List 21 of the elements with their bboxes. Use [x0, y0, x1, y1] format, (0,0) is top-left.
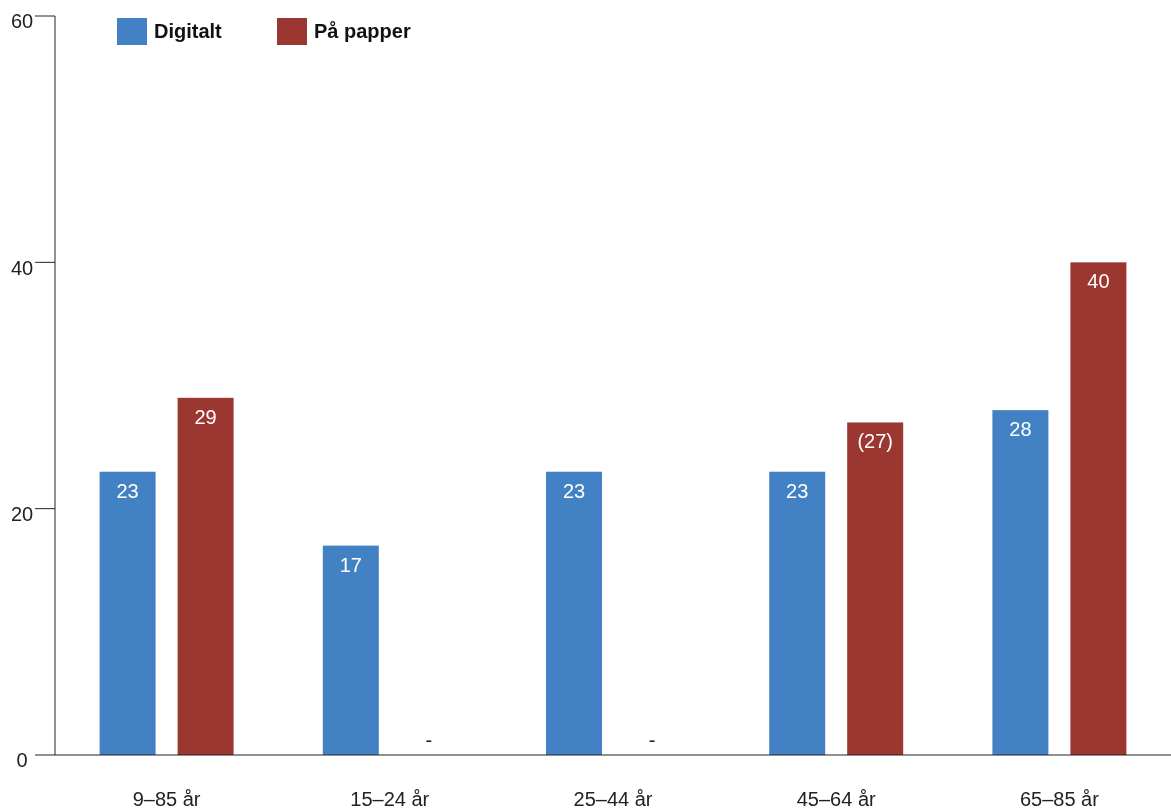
y-tick-label: 20 — [10, 502, 34, 525]
data-label: 23 — [786, 479, 809, 502]
x-tick-label: 15–24 år — [350, 788, 430, 810]
legend-label: På papper — [314, 20, 411, 42]
x-tick-label: 25–44 år — [573, 788, 653, 810]
data-label: 29 — [194, 405, 217, 428]
text: - — [425, 729, 433, 751]
data-label: 40 — [1087, 270, 1110, 293]
text: - — [648, 729, 656, 751]
x-tick-label: 45–64 år — [796, 788, 877, 810]
legend-label: Digitalt — [154, 20, 223, 42]
data-label: 28 — [1009, 418, 1032, 441]
y-tick-label: 40 — [10, 256, 34, 279]
data-label: 23 — [562, 479, 586, 502]
x-tick-label: 9–85 år — [132, 788, 201, 810]
data-label: (27) — [857, 430, 893, 453]
x-tick-label: 65–85 år — [1019, 788, 1100, 810]
data-label: 23 — [116, 479, 139, 502]
y-tick-label: 0 — [16, 749, 28, 772]
data-label: 17 — [339, 553, 362, 576]
y-tick-label: 60 — [10, 10, 34, 33]
